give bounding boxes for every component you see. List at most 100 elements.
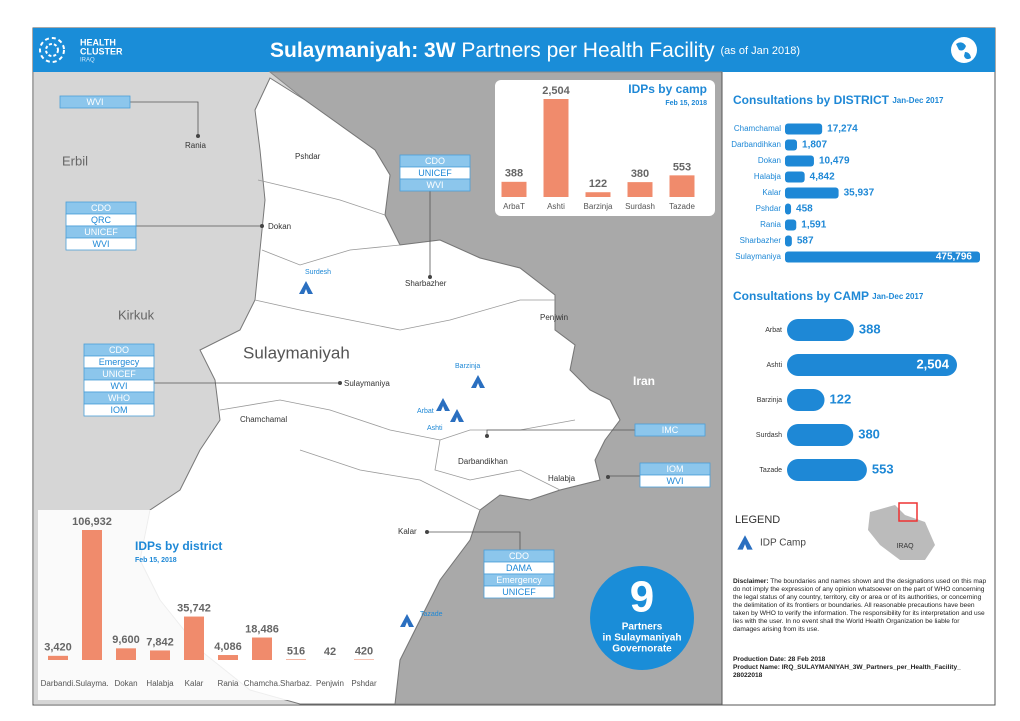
bar <box>543 99 569 197</box>
category-label: Pshdar <box>756 204 782 213</box>
place-dot <box>338 381 342 385</box>
bar <box>785 123 823 135</box>
partner-cell <box>634 423 706 437</box>
connector-line <box>427 531 521 550</box>
title: Sulaymaniyah: 3W Partners per Health Fac… <box>270 39 800 62</box>
place-label: Rania <box>185 141 206 150</box>
value-label: 35,937 <box>844 188 875 199</box>
region-label: Iran <box>633 374 655 388</box>
bar <box>785 139 798 151</box>
partner-cell <box>483 585 555 599</box>
partner-name: WVI <box>93 239 110 249</box>
globe-icon <box>951 37 977 63</box>
partners-label: in Sulaymaniyah <box>603 633 682 644</box>
partner-name: UNICEF <box>418 168 452 178</box>
partner-name: IOM <box>111 405 128 415</box>
camp-icon <box>299 281 313 294</box>
value-label: 106,932 <box>72 516 112 528</box>
value-label: 2,504 <box>542 85 570 97</box>
category-label: Darbandi. <box>41 679 76 688</box>
value-label: 4,086 <box>214 641 242 653</box>
inset-iraq <box>868 505 935 560</box>
partner-name: UNICEF <box>102 369 136 379</box>
category-label: Penjwin <box>316 679 344 688</box>
value-label: 587 <box>797 236 814 247</box>
partner-name: CDO <box>509 551 529 561</box>
category-label: Halabja <box>754 172 782 181</box>
region-label: Erbil <box>62 153 88 168</box>
category-label: Surdash <box>625 202 655 211</box>
inset-highlight <box>898 502 918 522</box>
legend-item: IDP Camp <box>760 538 806 549</box>
camp-label: Tazade <box>420 611 443 618</box>
place-label: Sharbazher <box>405 279 447 288</box>
partner-name: Emergency <box>496 575 542 585</box>
value-label: 553 <box>673 161 691 173</box>
bar <box>787 459 867 481</box>
bar <box>787 319 854 341</box>
camp-icon <box>450 409 464 422</box>
partner-name: IOM <box>667 464 684 474</box>
bar <box>785 219 797 231</box>
region-label: Sulaymaniyah <box>243 343 350 362</box>
bar <box>785 155 814 167</box>
partner-name: CDO <box>109 345 129 355</box>
category-label: Pshdar <box>351 679 377 688</box>
bar <box>787 389 825 411</box>
value-label: 388 <box>505 168 523 180</box>
place-label: Pshdar <box>295 152 321 161</box>
partner-cell <box>83 403 155 417</box>
chart-title-main: Consultations by CAMP <box>733 289 869 303</box>
camp-label: Barzinja <box>455 363 480 370</box>
partner-name: IMC <box>662 425 679 435</box>
partners-label: Partners <box>622 622 663 633</box>
value-label: 9,600 <box>112 634 140 646</box>
camp-icon <box>737 535 753 550</box>
place-label: Sulaymaniya <box>344 379 390 388</box>
category-label: Rania <box>760 220 781 229</box>
chart-subtitle: Feb 15, 2018 <box>135 557 177 564</box>
chart-title: Consultations by DISTRICT Jan-Dec 2017 <box>733 93 944 107</box>
bar <box>150 650 170 660</box>
value-label: 420 <box>355 645 373 657</box>
chart-subtitle: Feb 15, 2018 <box>665 100 707 107</box>
bar <box>501 181 527 197</box>
partner-name: WVI <box>111 381 128 391</box>
partner-name: Emergecy <box>99 357 140 367</box>
partners-label: Governorate <box>612 644 672 655</box>
value-label: 35,742 <box>177 602 211 614</box>
value-label: 2,504 <box>916 356 949 371</box>
value-label: 1,591 <box>801 220 826 231</box>
chart-title-main: Consultations by DISTRICT <box>733 93 890 107</box>
category-label: ArbaT <box>503 202 525 211</box>
partner-name: DAMA <box>506 563 532 573</box>
logo-text: CLUSTER <box>80 46 123 56</box>
category-label: Arbat <box>765 327 782 334</box>
title-note: (as of Jan 2018) <box>721 45 801 57</box>
chart-subtitle: Jan-Dec 2017 <box>892 96 944 105</box>
bar <box>627 182 653 197</box>
bar <box>785 235 792 247</box>
region-label: Kirkuk <box>118 307 155 322</box>
title-rest: Partners per Health Facility <box>461 39 715 62</box>
value-label: 553 <box>872 461 894 476</box>
camp-icon <box>436 398 450 411</box>
place-dot <box>428 275 432 279</box>
value-label: 1,807 <box>802 140 827 151</box>
inset-label: IRAQ <box>896 543 914 550</box>
bar <box>354 659 374 660</box>
category-label: Darbandihkan <box>731 140 781 149</box>
value-label: 458 <box>796 204 813 215</box>
partners-circle <box>590 566 694 670</box>
partner-name: UNICEF <box>502 587 536 597</box>
legend-title: LEGEND <box>735 514 780 526</box>
bar <box>785 187 839 199</box>
value-label: 3,420 <box>44 642 72 654</box>
partner-name: WVI <box>427 180 444 190</box>
category-label: Kalar <box>185 679 204 688</box>
value-label: 42 <box>324 646 336 658</box>
bar <box>785 171 805 183</box>
partners-count: 9 <box>630 573 654 622</box>
